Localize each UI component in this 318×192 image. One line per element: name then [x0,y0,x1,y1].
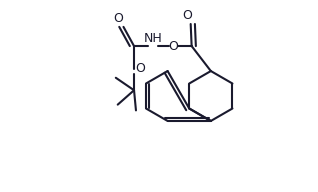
Text: O: O [169,40,178,53]
Text: O: O [135,62,145,75]
Text: O: O [182,9,192,22]
Text: O: O [113,12,123,25]
Text: NH: NH [144,32,162,45]
